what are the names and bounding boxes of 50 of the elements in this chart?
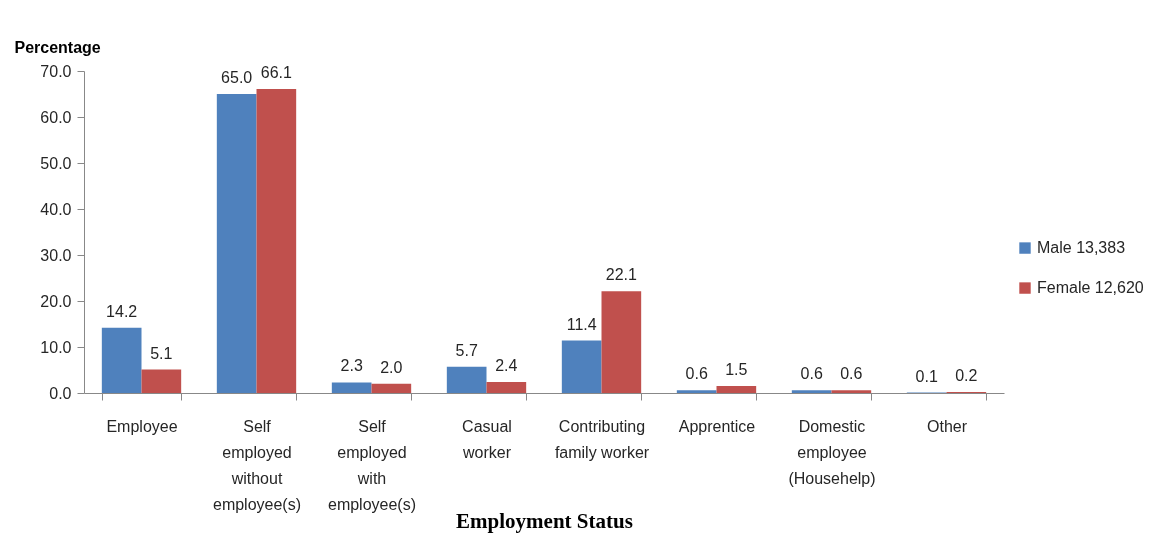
y-axis-title: Percentage	[14, 38, 101, 56]
x-tick-label: Apprentice	[678, 417, 756, 435]
bar	[141, 369, 182, 393]
data-label: 0.6	[800, 365, 823, 383]
data-label: 22.1	[605, 266, 638, 284]
y-tick-label: 60.0	[40, 108, 72, 126]
data-label: 14.2	[106, 302, 138, 320]
y-tick-label: 0.0	[49, 384, 72, 402]
data-label: 5.1	[150, 344, 173, 362]
data-label: 66.1	[260, 63, 293, 81]
x-tick-label: Contributing family worker	[554, 417, 650, 461]
y-tick-label: 30.0	[40, 246, 72, 264]
data-label: 1.5	[725, 361, 748, 379]
data-label: 2.4	[495, 356, 518, 374]
bar	[371, 383, 412, 393]
x-tick-label: Self employed without employee(s)	[212, 417, 302, 513]
x-axis-title: Employment Status	[456, 508, 633, 533]
bar	[331, 382, 372, 393]
data-label: 0.6	[840, 365, 863, 383]
legend-label: Female 12,620	[1037, 279, 1144, 297]
data-label: 11.4	[566, 315, 597, 333]
y-tick-label: 20.0	[40, 292, 72, 310]
data-label: 0.6	[685, 365, 708, 383]
x-tick-label: Casual worker	[461, 417, 512, 461]
data-label: 2.0	[380, 358, 403, 376]
x-tick-label: Other	[926, 417, 968, 435]
data-label: 5.7	[455, 341, 478, 359]
bar	[256, 88, 297, 393]
y-tick-label: 70.0	[40, 62, 72, 80]
x-tick-label: Self employed with employee(s)	[327, 417, 417, 513]
data-label: 0.1	[915, 367, 938, 385]
data-label: 2.3	[340, 357, 363, 375]
data-label: 0.2	[955, 367, 978, 385]
bar	[561, 340, 602, 393]
y-tick-label: 10.0	[40, 338, 72, 356]
data-label: 65.0	[221, 69, 253, 86]
bar	[601, 291, 642, 393]
x-tick-label: Employee	[106, 417, 178, 435]
y-tick-label: 50.0	[40, 154, 72, 172]
bar	[216, 94, 257, 393]
y-tick-label: 40.0	[40, 200, 72, 218]
bar	[716, 386, 757, 393]
bar	[486, 381, 527, 393]
bar	[446, 366, 487, 393]
legend-label: Male 13,383	[1037, 239, 1126, 257]
bar	[831, 390, 872, 393]
bar	[791, 390, 832, 393]
x-tick-label: Domestic employee (Househelp)	[788, 417, 876, 487]
bar	[101, 327, 142, 393]
bar	[676, 390, 717, 393]
